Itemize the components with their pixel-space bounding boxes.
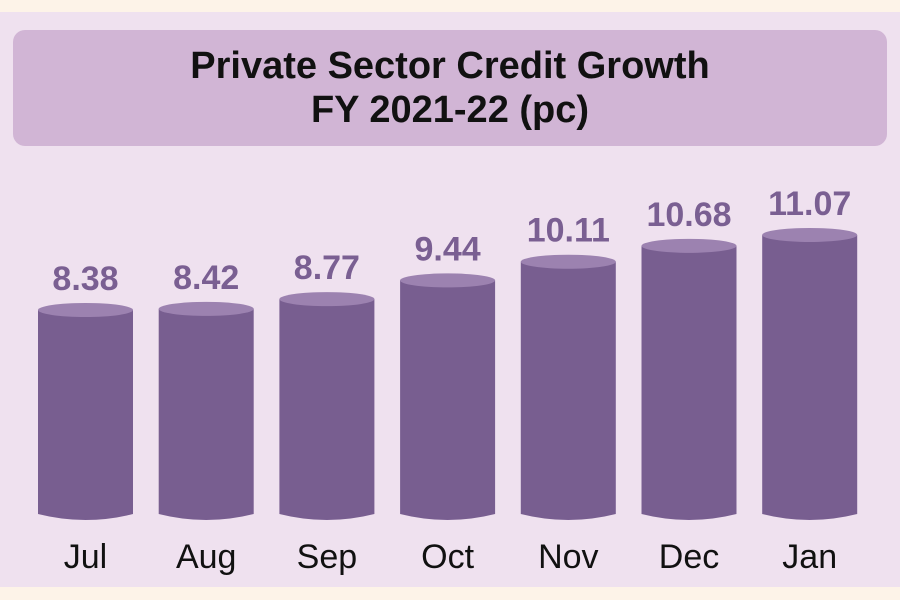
bar-top-dec (641, 238, 737, 253)
data-label: 10.68 (646, 196, 731, 234)
bar-sep (279, 299, 375, 520)
chart-title: Private Sector Credit Growth (190, 45, 710, 87)
x-tick-label: Oct (421, 538, 474, 576)
x-tick-label: Nov (538, 538, 598, 576)
data-label: 8.42 (173, 259, 239, 297)
bar-top-oct (400, 273, 496, 288)
bar-jan (762, 234, 858, 520)
data-label: 9.44 (415, 230, 481, 268)
bar-nov (520, 261, 616, 520)
x-tick-label: Dec (659, 538, 719, 576)
bar-top-sep (279, 292, 375, 307)
bar-dec (641, 245, 737, 520)
chart-subtitle: FY 2021-22 (pc) (310, 89, 590, 131)
bar-aug (158, 308, 254, 520)
x-tick-label: Sep (297, 538, 358, 576)
x-tick-label: Jan (782, 538, 837, 576)
data-label: 10.11 (527, 212, 610, 250)
data-label: 8.38 (52, 260, 118, 298)
bar-jul (38, 310, 133, 520)
x-tick-label: Jul (64, 538, 107, 576)
bar-top-aug (158, 301, 254, 316)
title-box: Private Sector Credit Growth FY 2021-22 … (13, 30, 887, 146)
bar-oct (400, 280, 496, 520)
bar-top-jul (38, 303, 133, 317)
data-label: 11.07 (768, 185, 851, 223)
data-label: 8.77 (294, 249, 360, 287)
bar-top-nov (520, 254, 616, 269)
bar-top-jan (762, 227, 858, 242)
x-tick-label: Aug (176, 538, 237, 576)
